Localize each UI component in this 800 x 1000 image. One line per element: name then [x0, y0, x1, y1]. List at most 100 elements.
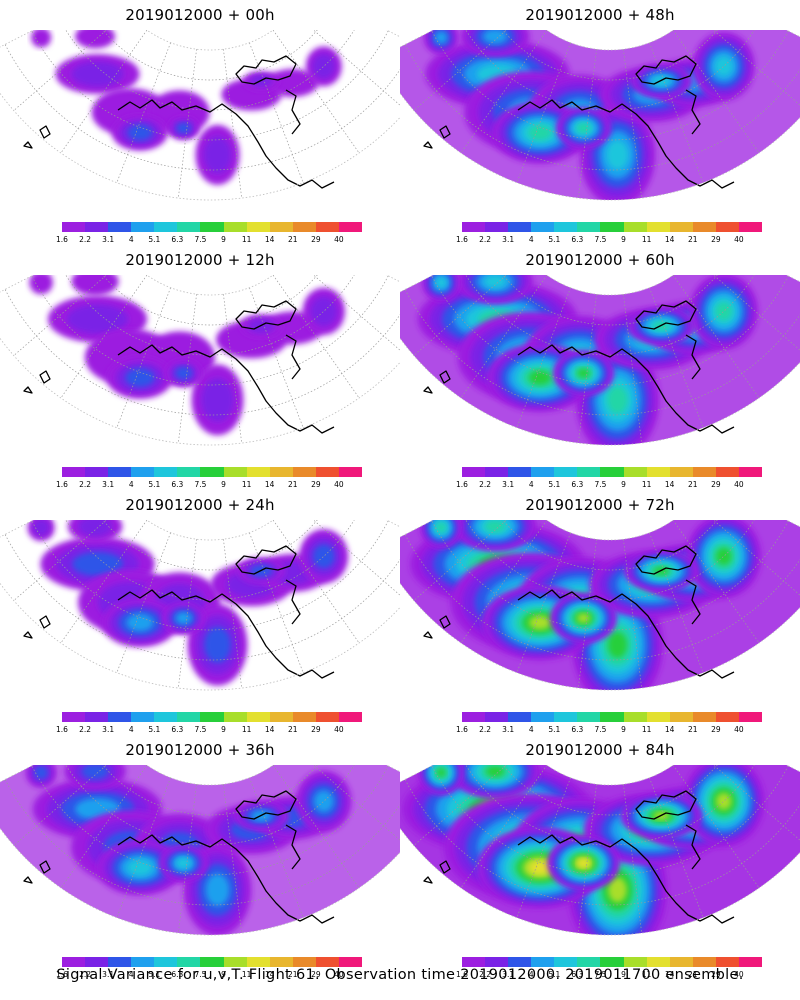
- polar-map: [0, 30, 400, 201]
- colorbar-swatch: [577, 467, 601, 477]
- colorbar-labels: 1.6 2.2 3.1 4 5.1 6.3 7.5 9 11 14 21 29 40: [456, 725, 762, 735]
- colorbar-label: 7.5: [194, 725, 207, 734]
- colorbar-label: 14: [264, 725, 275, 734]
- colorbar-swatch: [315, 222, 339, 232]
- variance-contour: [81, 765, 109, 780]
- colorbar-label: 14: [664, 480, 675, 489]
- colorbar-swatch: [531, 712, 555, 722]
- colorbar-label: 40: [734, 970, 744, 979]
- variance-contour: [577, 368, 590, 378]
- colorbar-label: 4: [528, 235, 534, 244]
- colorbar-swatch: [577, 712, 601, 722]
- colorbar-label: 3.1: [102, 725, 115, 734]
- colorbar-label: 7.5: [594, 480, 607, 489]
- colorbar-swatch: [223, 712, 247, 722]
- colorbar-swatch: [108, 467, 132, 477]
- colorbar-swatch: [177, 222, 201, 232]
- colorbar-label: 2.2: [79, 235, 92, 244]
- colorbar-label: 2.2: [479, 725, 492, 734]
- colorbar: [462, 712, 763, 722]
- colorbar-label: 40: [334, 235, 344, 244]
- colorbar-label: 6.3: [571, 725, 584, 734]
- graticule: [404, 30, 800, 199]
- variance-contour: [71, 61, 124, 87]
- colorbar: [62, 957, 363, 967]
- colorbar-swatch: [508, 467, 532, 477]
- colorbar-swatch: [154, 467, 178, 477]
- colorbar-label: 5.1: [548, 725, 561, 734]
- polar-map: [0, 275, 400, 446]
- colorbar-label: 3.1: [502, 235, 515, 244]
- colorbar-label: 29: [711, 480, 721, 489]
- colorbar-labels: 1.6 2.2 3.1 4 5.1 6.3 7.5 9 11 14 21 29 40: [56, 970, 362, 980]
- variance-contour: [577, 613, 590, 623]
- colorbar-swatch: [692, 222, 716, 232]
- colorbar: [62, 712, 363, 722]
- colorbar-label: 3.1: [102, 970, 115, 979]
- map-panel: 2019012000 + 72h 1.6 2.2 3.1 4 5.1 6.3 7.5 9 11 14…: [400, 490, 800, 735]
- colorbar-label: 5.1: [148, 970, 161, 979]
- panel-title: 2019012000 + 36h: [125, 741, 275, 759]
- colorbar-swatch: [131, 467, 155, 477]
- colorbar-label: 11: [241, 480, 252, 489]
- variance-contour: [312, 54, 335, 79]
- colorbar-label: 14: [664, 725, 675, 734]
- variance-contour: [312, 544, 335, 569]
- colorbar-swatch: [85, 222, 109, 232]
- colorbar-swatch: [108, 712, 132, 722]
- colorbar-swatch: [200, 957, 224, 967]
- colorbar-label: 7.5: [594, 725, 607, 734]
- colorbar: [62, 467, 363, 477]
- colorbar-label: 6.3: [571, 970, 584, 979]
- colorbar-label: 29: [711, 235, 721, 244]
- colorbar-label: 6.3: [171, 235, 184, 244]
- colorbar-swatch: [338, 467, 363, 477]
- graticule: [4, 520, 400, 689]
- map-panel: 2019012000 + 84h 1.6 2.2 3.1 4 5.1 6.3 7.5 9 11 14…: [400, 735, 800, 980]
- variance-contour: [529, 860, 551, 875]
- colorbar-label: 6.3: [171, 725, 184, 734]
- colorbar-label: 11: [241, 725, 252, 734]
- variance-contour: [576, 123, 591, 134]
- colorbar-swatch: [462, 712, 486, 722]
- colorbar-swatch: [292, 222, 316, 232]
- colorbar-swatch: [692, 957, 716, 967]
- colorbar: [462, 222, 763, 232]
- colorbar-label: 7.5: [194, 235, 207, 244]
- colorbar-label: 21: [687, 970, 698, 979]
- colorbar-swatch: [531, 467, 555, 477]
- colorbar-label: 4: [128, 480, 134, 489]
- polar-map: [0, 765, 400, 936]
- colorbar-label: 5.1: [148, 480, 161, 489]
- colorbar-swatch: [108, 957, 132, 967]
- variance-contour: [607, 386, 628, 414]
- colorbar-label: 29: [711, 725, 721, 734]
- colorbar-swatch: [338, 957, 363, 967]
- colorbar-label: 29: [311, 480, 321, 489]
- colorbar: [462, 957, 763, 967]
- panel-title: 2019012000 + 72h: [525, 496, 675, 514]
- colorbar-label: 4: [528, 480, 534, 489]
- colorbar-swatch: [715, 467, 739, 477]
- colorbar-swatch: [738, 467, 763, 477]
- colorbar-swatch: [554, 957, 578, 967]
- colorbar-swatch: [554, 467, 578, 477]
- panel-title: 2019012000 + 60h: [525, 251, 675, 269]
- variance-contour: [72, 551, 123, 577]
- colorbar-swatch: [223, 222, 247, 232]
- colorbar-label: 21: [287, 725, 298, 734]
- colorbar-label: 1.6: [456, 480, 468, 489]
- colorbar-swatch: [577, 957, 601, 967]
- colorbar-swatch: [108, 222, 132, 232]
- colorbar-swatch: [485, 467, 509, 477]
- variance-contour: [606, 140, 629, 170]
- variance-contour: [607, 631, 628, 659]
- colorbar-swatch: [715, 222, 739, 232]
- colorbar-swatch: [738, 957, 763, 967]
- colorbar-label: 1.6: [56, 725, 68, 734]
- colorbar-label: 14: [264, 480, 275, 489]
- variance-contour: [201, 378, 234, 422]
- map-panel: 2019012000 + 24h 1.6 2.2 3.1 4 5.1 6.3 7.5 9 11 14…: [0, 490, 400, 735]
- colorbar-swatch: [177, 957, 201, 967]
